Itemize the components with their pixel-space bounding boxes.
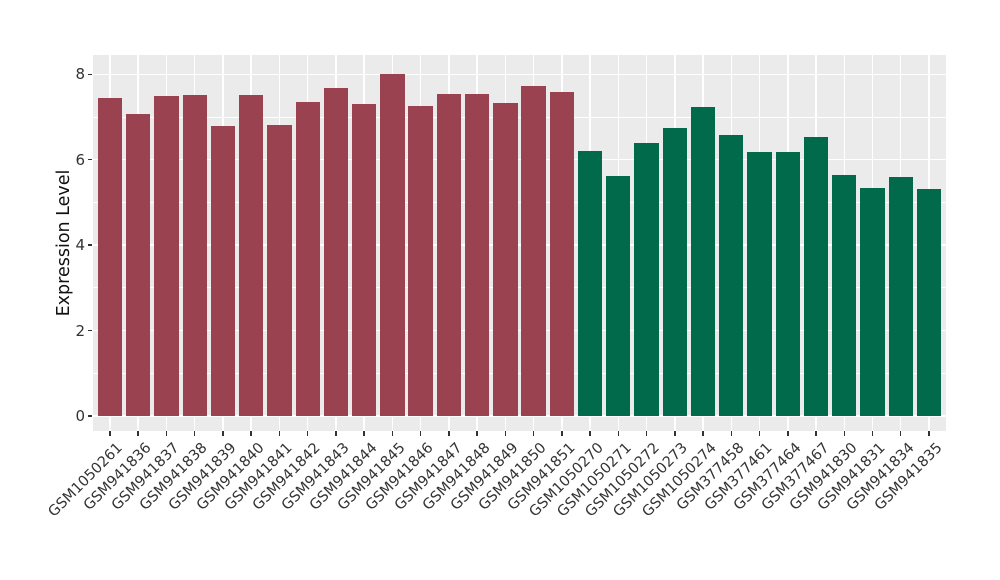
x-tick <box>787 431 789 436</box>
bar-GSM941834 <box>888 176 913 417</box>
bar-GSM1050273 <box>662 127 687 417</box>
minor-gridline <box>93 287 946 289</box>
y-axis-title: Expression Level <box>54 169 74 317</box>
major-gridline <box>93 244 946 246</box>
bar-GSM377458 <box>719 135 744 417</box>
y-tick <box>87 244 92 246</box>
x-tick <box>504 431 507 436</box>
bar-GSM941848 <box>464 94 490 417</box>
bar-GSM377467 <box>803 136 829 417</box>
bar-GSM941851 <box>549 91 574 417</box>
x-tick <box>448 431 450 436</box>
major-gridline <box>93 415 946 417</box>
bar-GSM1050274 <box>690 106 716 417</box>
x-tick <box>815 431 817 436</box>
bar-GSM941843 <box>323 88 349 417</box>
x-tick <box>193 431 196 436</box>
minor-gridline <box>93 202 946 203</box>
x-tick <box>532 431 535 436</box>
minor-gridline <box>93 372 946 374</box>
bar-GSM941841 <box>267 125 292 417</box>
x-tick <box>900 431 902 436</box>
y-tick-label: 2 <box>75 321 85 340</box>
x-tick <box>222 431 224 436</box>
x-tick <box>165 431 168 436</box>
bar-GSM941847 <box>436 94 462 417</box>
x-tick <box>589 431 591 436</box>
x-tick <box>561 431 563 436</box>
x-tick <box>617 431 620 436</box>
x-tick <box>109 431 111 436</box>
x-tick <box>730 431 733 436</box>
y-tick <box>87 329 92 332</box>
bar-GSM941838 <box>182 94 207 417</box>
bar-GSM377461 <box>747 151 772 417</box>
major-gridline <box>93 158 946 161</box>
x-tick <box>702 431 704 436</box>
bar-GSM941849 <box>493 103 518 417</box>
bar-GSM941846 <box>408 105 433 417</box>
x-tick <box>871 431 874 436</box>
y-tick <box>87 158 92 161</box>
bar-GSM941836 <box>126 114 151 417</box>
x-tick <box>476 431 478 436</box>
x-tick <box>363 431 365 436</box>
x-tick <box>306 431 309 436</box>
y-tick <box>87 415 92 417</box>
bar-GSM941844 <box>352 104 377 417</box>
y-tick <box>87 73 92 75</box>
x-tick <box>278 431 281 436</box>
x-tick <box>843 431 845 436</box>
bar-GSM941830 <box>832 175 857 417</box>
bar-GSM941837 <box>154 95 179 417</box>
bar-GSM941831 <box>860 188 885 417</box>
plot-panel <box>93 55 946 431</box>
bar-GSM941835 <box>916 189 942 417</box>
bar-GSM1050261 <box>97 97 123 417</box>
x-tick <box>250 431 252 436</box>
bar-GSM941840 <box>239 94 264 417</box>
x-tick <box>137 431 139 436</box>
x-tick <box>419 431 422 436</box>
major-gridline <box>93 329 946 332</box>
bar-GSM1050271 <box>606 175 631 417</box>
x-tick <box>335 431 337 436</box>
minor-gridline <box>93 116 946 118</box>
bar-GSM941842 <box>295 102 320 417</box>
major-gridline <box>93 73 946 75</box>
x-tick <box>758 431 761 436</box>
x-tick <box>674 431 676 436</box>
y-tick-label: 4 <box>75 236 85 255</box>
bar-GSM941850 <box>521 85 546 417</box>
bar-GSM1050272 <box>634 142 659 417</box>
y-tick-label: 8 <box>75 65 85 84</box>
bar-GSM1050270 <box>577 150 603 417</box>
x-tick <box>391 431 394 436</box>
bar-GSM377464 <box>775 151 800 417</box>
y-tick-label: 0 <box>75 407 85 426</box>
x-tick <box>645 431 648 436</box>
y-tick-label: 6 <box>75 150 85 169</box>
bar-GSM941845 <box>380 73 405 417</box>
bar-GSM941839 <box>210 126 236 417</box>
x-tick <box>928 431 930 436</box>
